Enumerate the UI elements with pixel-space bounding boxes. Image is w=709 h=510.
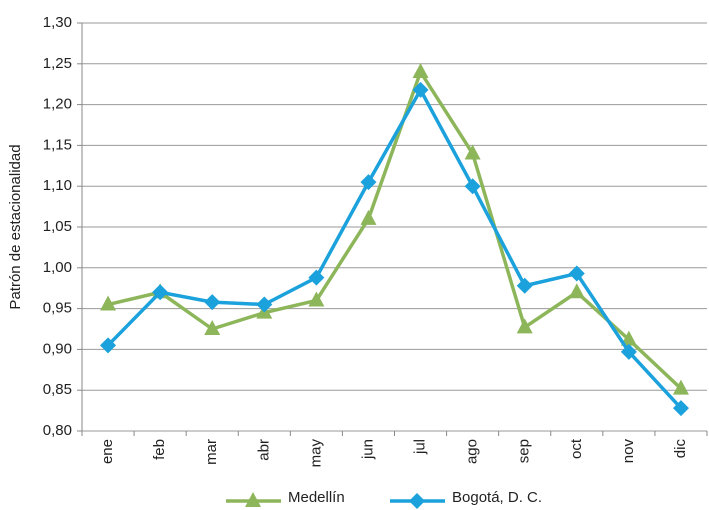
marker bbox=[204, 294, 221, 311]
x-tick-label: nov bbox=[620, 439, 637, 464]
marker bbox=[464, 178, 481, 195]
x-tick-label: oct bbox=[568, 438, 585, 459]
y-tick-label: 1,00 bbox=[43, 259, 72, 276]
y-tick-label: 1,20 bbox=[43, 96, 72, 113]
x-tick-label: feb bbox=[151, 439, 168, 460]
marker bbox=[412, 62, 429, 78]
marker bbox=[568, 265, 585, 282]
marker bbox=[672, 400, 689, 417]
x-tick-label: ene bbox=[99, 439, 116, 464]
marker bbox=[516, 277, 533, 294]
marker bbox=[100, 337, 117, 354]
marker bbox=[620, 343, 637, 360]
x-tick-label: sep bbox=[516, 439, 533, 463]
marker bbox=[152, 284, 169, 301]
y-tick-label: 1,05 bbox=[43, 218, 72, 235]
y-tick-label: 0,95 bbox=[43, 300, 72, 317]
marker bbox=[620, 330, 637, 346]
y-tick-label: 0,80 bbox=[43, 422, 72, 439]
marker bbox=[256, 296, 273, 313]
y-axis-label: Patrón de estacionalidad bbox=[7, 144, 24, 309]
marker bbox=[672, 379, 689, 395]
legend-label: Bogotá, D. C. bbox=[452, 489, 542, 506]
y-tick-label: 1,30 bbox=[43, 14, 72, 31]
marker bbox=[360, 209, 377, 225]
legend-label: Medellín bbox=[288, 489, 345, 506]
marker bbox=[245, 492, 261, 507]
x-tick-label: abr bbox=[255, 439, 272, 461]
marker bbox=[516, 318, 533, 334]
x-tick-label: jul bbox=[412, 439, 429, 455]
marker bbox=[100, 295, 117, 311]
x-tick-label: may bbox=[307, 439, 324, 468]
marker bbox=[412, 81, 429, 98]
x-tick-label: dic bbox=[672, 439, 689, 459]
x-tick-label: mar bbox=[203, 439, 220, 465]
marker bbox=[360, 174, 377, 191]
series-line bbox=[106, 86, 683, 410]
x-tick-label: jun bbox=[359, 439, 376, 460]
marker bbox=[308, 269, 325, 286]
x-tick-label: ago bbox=[464, 439, 481, 464]
y-tick-label: 0,90 bbox=[43, 340, 72, 357]
marker bbox=[568, 283, 585, 299]
y-tick-label: 1,10 bbox=[43, 177, 72, 194]
y-tick-label: 0,85 bbox=[43, 381, 72, 398]
marker bbox=[409, 493, 425, 509]
marker bbox=[204, 320, 221, 335]
series-line bbox=[107, 67, 683, 390]
y-tick-label: 1,15 bbox=[43, 136, 72, 153]
marker bbox=[464, 144, 481, 160]
marker bbox=[308, 291, 325, 307]
y-tick-label: 1,25 bbox=[43, 55, 72, 72]
